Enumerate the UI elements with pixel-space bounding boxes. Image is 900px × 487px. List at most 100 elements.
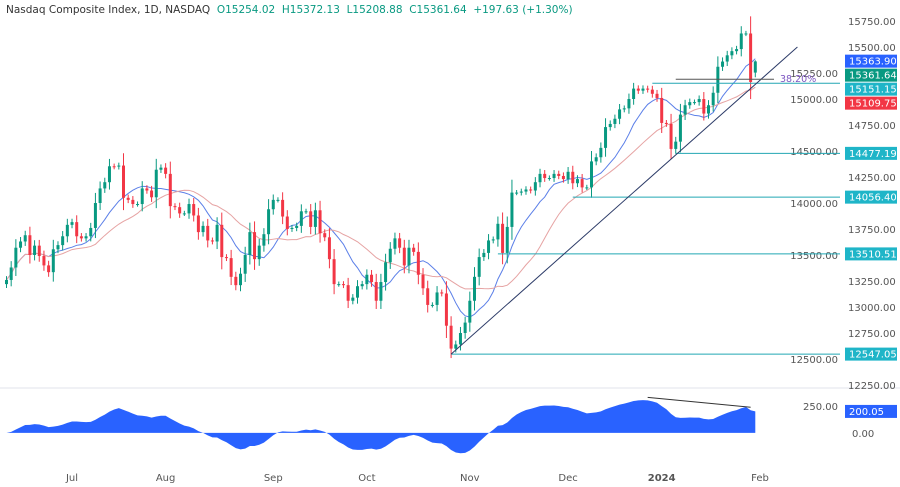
y-tick-label: 12250.00: [848, 381, 896, 392]
candle-body: [304, 211, 308, 213]
candle-body: [627, 99, 631, 109]
candle-body: [243, 255, 247, 274]
close-value: C15361.64: [409, 4, 467, 16]
candle-body: [641, 88, 645, 91]
candle-body: [337, 284, 341, 286]
candle-body: [61, 236, 65, 246]
candle-body: [220, 224, 224, 258]
candle-body: [552, 173, 556, 179]
candle-body: [613, 118, 617, 124]
oscillator-area: [6, 400, 756, 454]
chart-header: Nasdaq Composite Index, 1D, NASDAQ O1525…: [6, 4, 573, 16]
candle-body: [210, 240, 214, 242]
candle-body: [585, 187, 589, 189]
candle-body: [735, 49, 739, 52]
candle-body: [604, 127, 608, 148]
candle-body: [688, 102, 692, 106]
candle-body: [524, 189, 528, 192]
candle-body: [229, 258, 233, 277]
candle-body: [178, 207, 182, 214]
candle-body: [224, 257, 228, 259]
candle-body: [491, 239, 495, 241]
last-price-badge: 15361.64: [849, 71, 897, 82]
y-tick-label: 14250.00: [848, 173, 896, 184]
level-price-badge-bg: [845, 347, 897, 361]
candle-body: [543, 173, 547, 179]
candle-body: [215, 224, 219, 242]
candle-body: [145, 188, 149, 191]
candle-body: [561, 175, 565, 180]
x-tick-label: Sep: [264, 473, 283, 484]
candle-body: [136, 204, 140, 206]
candle-body: [140, 188, 144, 205]
candle-body: [566, 171, 570, 180]
y-tick-label: 12500.00: [790, 355, 838, 366]
candle-body: [468, 300, 472, 323]
candle-body: [70, 222, 74, 225]
candle-body: [182, 213, 186, 215]
x-tick-label: Nov: [460, 473, 480, 484]
candle-body: [707, 105, 710, 114]
x-tick-label: 2024: [648, 473, 676, 484]
candle-body: [23, 235, 27, 242]
candle-body: [580, 179, 584, 188]
candle-body: [515, 192, 519, 194]
candle-body: [131, 199, 135, 205]
candle-body: [37, 245, 41, 257]
candle-body: [402, 247, 406, 266]
candle-body: [482, 252, 486, 258]
slow-ma-badge: 15109.75: [849, 99, 897, 110]
fast-ma-badge-bg: [845, 54, 897, 68]
candle-body: [42, 256, 46, 266]
candle-body: [117, 165, 121, 167]
x-tick-label: Oct: [358, 473, 375, 484]
candle-body: [360, 284, 364, 287]
y-tick-label: 15500.00: [848, 43, 896, 54]
y-tick-label: 15000.00: [790, 95, 838, 106]
candle-body: [608, 123, 612, 128]
candle-body: [674, 141, 678, 149]
candle-body: [201, 225, 205, 233]
candle-body: [14, 247, 18, 268]
candle-body: [257, 245, 261, 260]
candle-body: [9, 267, 13, 280]
candle-body: [267, 209, 271, 235]
y-tick-label: 13750.00: [848, 225, 896, 236]
candle-body: [93, 203, 97, 228]
osc-tick-label: 250.00: [803, 402, 838, 413]
candle-body: [430, 304, 434, 306]
candle-body: [150, 190, 154, 198]
candle-body: [309, 211, 313, 227]
candle-body: [112, 166, 116, 168]
slow-ma-badge-bg: [845, 96, 897, 110]
candle-body: [398, 238, 402, 248]
candle-body: [538, 173, 542, 183]
candle-body: [168, 173, 172, 207]
candle-body: [384, 262, 388, 283]
candle-body: [107, 166, 111, 183]
candle-body: [435, 292, 439, 305]
candle-body: [239, 273, 242, 286]
candle-body: [622, 108, 626, 110]
x-tick-label: Dec: [558, 473, 577, 484]
candle-body: [449, 325, 453, 349]
candle-body: [458, 333, 462, 345]
candle-body: [79, 236, 83, 239]
candle-body: [473, 276, 476, 301]
candle-body: [664, 122, 668, 124]
candle-body: [505, 226, 509, 253]
candle-body: [739, 33, 743, 50]
candle-body: [510, 192, 514, 227]
candle-body: [557, 173, 561, 176]
candle-body: [632, 88, 636, 99]
candle-body: [234, 276, 238, 286]
candle-body: [206, 225, 210, 241]
candle-body: [575, 179, 579, 184]
trendline: [450, 46, 798, 355]
candle-body: [454, 344, 458, 349]
candle-body: [571, 171, 575, 184]
candle-body: [374, 282, 378, 301]
candle-body: [412, 247, 416, 252]
